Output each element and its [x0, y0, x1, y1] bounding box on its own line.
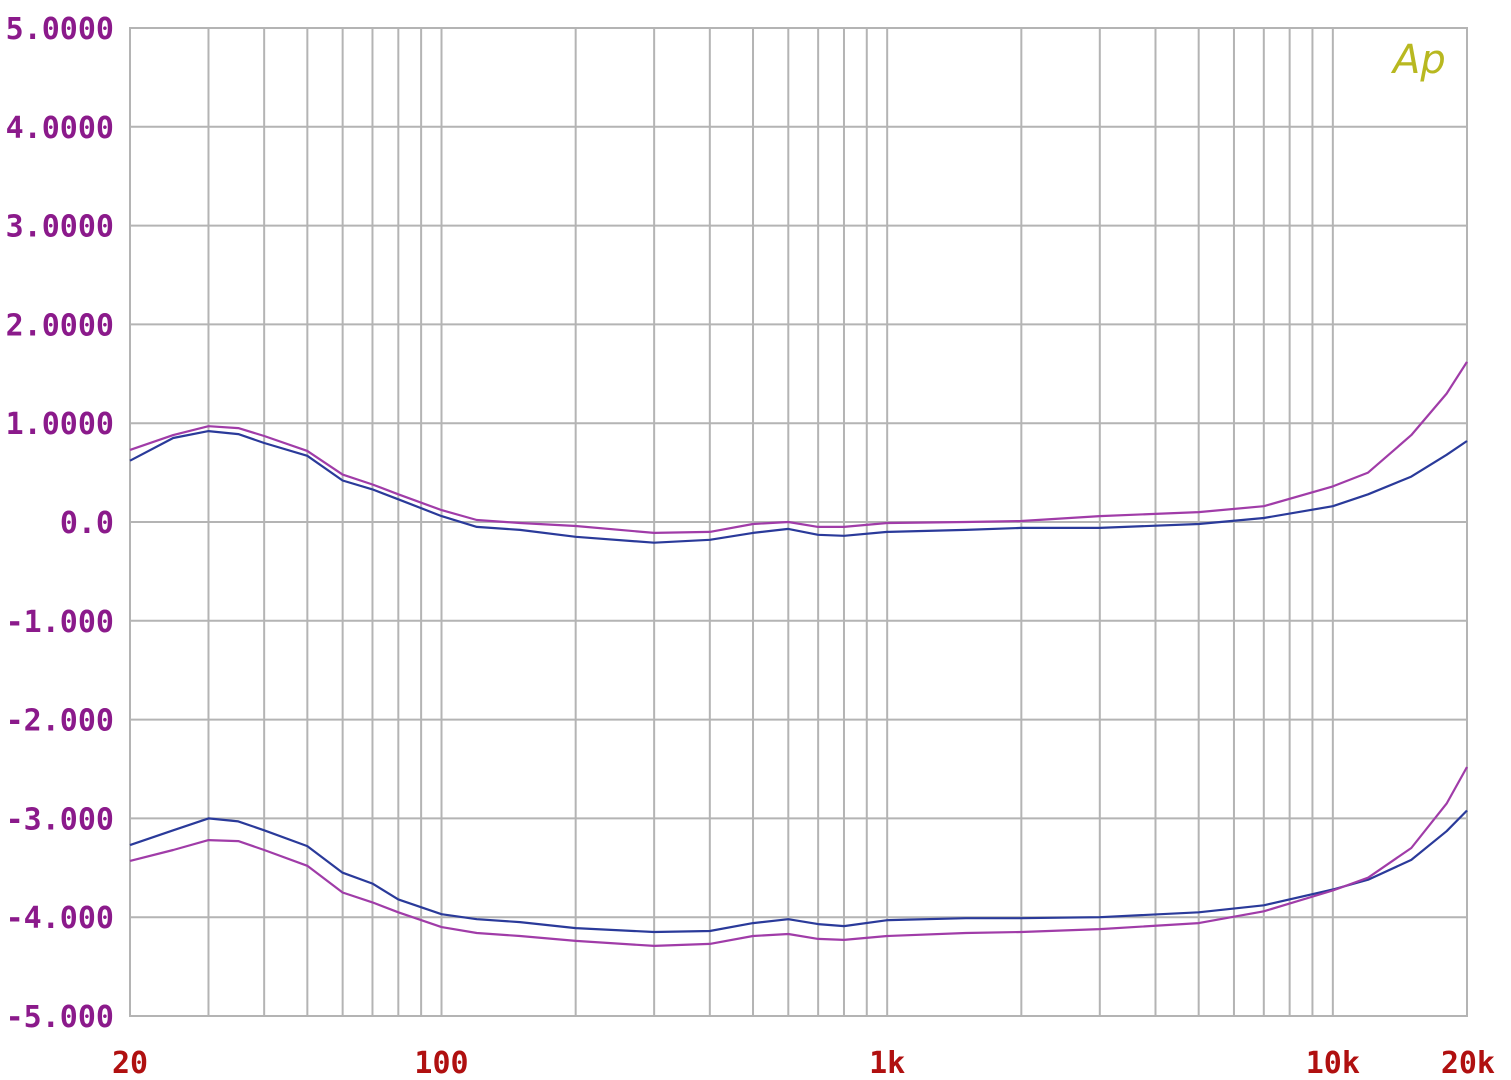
y-tick-label: 3.0000 [6, 210, 114, 245]
y-tick-label: 5.0000 [6, 12, 114, 47]
grid [129, 27, 1468, 1017]
y-tick-label: -1.000 [6, 605, 114, 640]
series-line-4 [129, 766, 1468, 947]
x-tick-label: 10k [1306, 1046, 1360, 1080]
x-tick-label: 1k [869, 1046, 905, 1080]
y-tick-label: 4.0000 [6, 111, 114, 146]
x-tick-label: 20 [112, 1046, 148, 1080]
y-axis-ticks: 5.0000 4.0000 3.0000 2.0000 1.0000 0.0 -1.000 -… [6, 12, 114, 1035]
series-group [129, 361, 1468, 947]
ap-logo: Ap [1390, 37, 1446, 83]
series-line-2 [129, 430, 1468, 544]
y-tick-label: 1.0000 [6, 407, 114, 442]
y-tick-label: -4.000 [6, 901, 114, 936]
y-tick-label: 0.0 [60, 506, 114, 541]
x-tick-label: 100 [414, 1046, 468, 1080]
x-tick-label: 20k [1441, 1046, 1495, 1080]
plot-frame [129, 27, 1468, 1017]
y-tick-label: -2.000 [6, 704, 114, 739]
series-line-1 [129, 361, 1468, 534]
series-line-3 [129, 809, 1468, 934]
y-tick-label: -5.000 [6, 1000, 114, 1035]
y-tick-label: -3.000 [6, 802, 114, 837]
x-axis-ticks: 20 100 1k 10k 20k [112, 1046, 1495, 1080]
y-tick-label: 2.0000 [6, 308, 114, 343]
